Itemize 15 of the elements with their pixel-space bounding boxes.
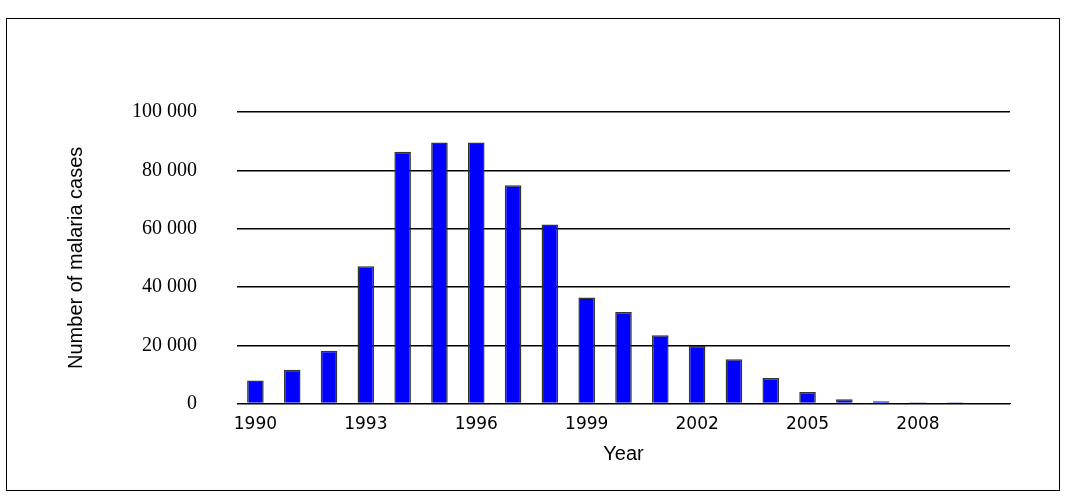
y-tick-label: 80 000 [142,157,197,180]
y-tick-label: 0 [187,390,197,413]
y-axis-title: Number of malaria cases [63,146,86,369]
x-tick-label: 1996 [454,413,498,434]
x-tick-label: 2002 [675,413,719,434]
y-tick-label: 20 000 [142,332,197,355]
x-tick-label: 2008 [896,413,940,434]
y-tick-label: 40 000 [142,274,197,297]
y-tick-label: 60 000 [142,215,197,238]
x-tick-label: 1999 [565,413,609,434]
x-tick-label: 1993 [344,413,388,434]
y-tick-label: 100 000 [132,99,197,122]
x-tick-label: 2005 [785,413,830,434]
x-tick-label: 1990 [233,413,278,434]
x-axis-title: Year [603,441,645,464]
